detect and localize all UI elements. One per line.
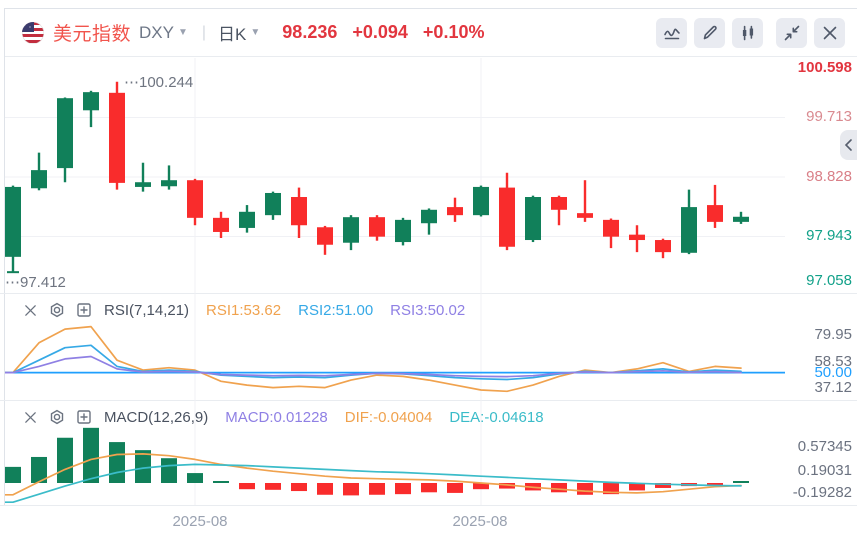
- y-axis-label: 79.95: [814, 326, 852, 344]
- rsi-settings-button[interactable]: [48, 301, 66, 319]
- last-price: 98.236: [282, 22, 338, 42]
- indicator-line-icon: [663, 28, 680, 39]
- price-change-percent: +0.10%: [422, 22, 485, 42]
- macd-close-button[interactable]: [21, 408, 39, 426]
- frame-border-top: [4, 8, 857, 9]
- date-label: 2025-08: [452, 513, 508, 530]
- rsi-axis: 79.95 58.53 50.00 37.12: [786, 293, 857, 400]
- header-bar: 美元指数 DXY ▼ | 日K ▼ 98.236 +0.094 +0.10%: [5, 9, 857, 57]
- macd-header: MACD(12,26,9) MACD:0.01228 DIF:-0.04004 …: [5, 406, 544, 428]
- pencil-draw-icon: [703, 25, 717, 39]
- svg-text:⋯100.244: ⋯100.244: [124, 74, 193, 91]
- draw-button[interactable]: [694, 17, 725, 48]
- macd-add-button[interactable]: [75, 408, 93, 426]
- macd-axis: 0.57345 0.19031 -0.19282: [786, 400, 857, 505]
- rsi-header: RSI(7,14,21) RSI1:53.62 RSI2:51.00 RSI3:…: [5, 299, 465, 321]
- y-axis-label: 97.058: [806, 272, 852, 289]
- y-axis-label: 37.12: [814, 379, 852, 396]
- rsi3-value: RSI3:50.02: [390, 301, 466, 319]
- y-axis-label: 99.713: [806, 108, 852, 126]
- svg-text:⋯97.412: ⋯97.412: [5, 274, 66, 291]
- main-price-axis: 100.598 99.713 98.828 97.943 97.058: [786, 58, 857, 293]
- y-axis-label: 0.19031: [797, 462, 852, 480]
- y-axis-label: 58.53: [814, 353, 852, 370]
- instrument-title: 美元指数: [53, 24, 132, 45]
- rsi-chart[interactable]: [5, 293, 785, 400]
- rsi-title: RSI(7,14,21): [104, 301, 190, 319]
- dif-value: DIF:-0.04004: [344, 408, 433, 426]
- us-flag-icon: [22, 21, 44, 44]
- quote-block: 98.236 +0.094 +0.10%: [282, 22, 484, 43]
- plus-square-icon: [77, 410, 91, 424]
- chevron-down-icon: ▼: [250, 27, 261, 38]
- y-axis-label: 97.943: [806, 227, 852, 245]
- chevron-left-icon: [844, 139, 852, 151]
- pane-divider: [0, 400, 857, 401]
- header-separator: |: [201, 23, 207, 41]
- chevron-down-icon: ▼: [177, 27, 188, 38]
- dea-value: DEA:-0.04618: [449, 408, 544, 426]
- period-dropdown[interactable]: 日K ▼: [218, 20, 260, 45]
- y-axis-label: 98.828: [806, 167, 852, 185]
- y-axis-label: -0.19282: [792, 484, 852, 501]
- y-axis-label: 100.598: [797, 59, 852, 76]
- rsi-close-button[interactable]: [21, 301, 39, 319]
- price-change: +0.094: [352, 22, 408, 42]
- rsi-add-button[interactable]: [75, 301, 93, 319]
- symbol-dropdown[interactable]: DXY ▼: [139, 23, 188, 43]
- gear-icon: [50, 409, 64, 425]
- gear-icon: [50, 302, 64, 318]
- macd-settings-button[interactable]: [48, 408, 66, 426]
- time-axis: 2025-08 2025-08: [0, 505, 857, 538]
- y-axis-label: 50.00: [814, 363, 852, 381]
- candlestick-icon: [742, 25, 753, 40]
- close-icon: [24, 411, 36, 423]
- pane-divider: [0, 293, 857, 294]
- indicator-line-button[interactable]: [656, 17, 687, 48]
- collapse-icon: [784, 25, 799, 40]
- date-label: 2025-08: [172, 513, 228, 530]
- macd-chart[interactable]: [5, 400, 785, 505]
- main-candlestick-chart[interactable]: ⋯100.244 ⋯97.412: [5, 58, 785, 293]
- y-axis-label: 0.57345: [797, 438, 852, 456]
- close-icon: [24, 304, 36, 316]
- period-label: 日K: [218, 25, 247, 44]
- rsi2-value: RSI2:51.00: [298, 301, 374, 319]
- rsi1-value: RSI1:53.62: [206, 301, 282, 319]
- plus-square-icon: [77, 303, 91, 317]
- symbol-label: DXY: [139, 22, 174, 42]
- macd-title: MACD(12,26,9): [104, 408, 209, 426]
- close-icon: [823, 26, 836, 39]
- collapse-button[interactable]: [776, 17, 807, 48]
- chart-type-button[interactable]: [732, 17, 763, 48]
- axis-collapse-tab[interactable]: [840, 130, 857, 160]
- toolbar: [656, 17, 857, 48]
- frame-border-left: [4, 8, 5, 538]
- macd-value: MACD:0.01228: [225, 408, 328, 426]
- close-chart-button[interactable]: [814, 17, 845, 48]
